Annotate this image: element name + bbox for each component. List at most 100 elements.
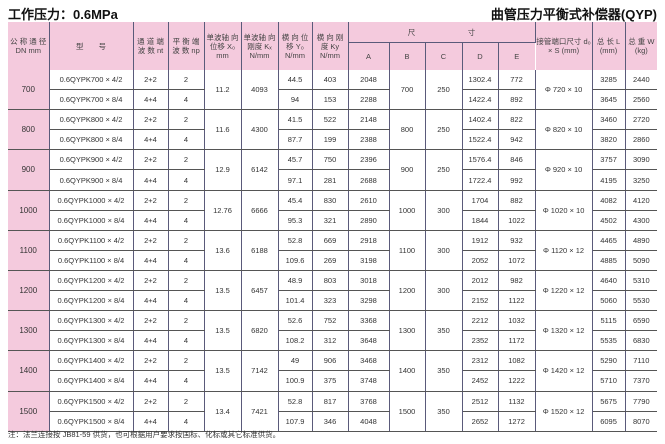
cell-e: 1082 — [498, 350, 536, 372]
cell-length: 4195 — [592, 169, 626, 191]
cell-pipe: Φ 1420 × 12 — [535, 350, 593, 392]
cell-length: 6095 — [592, 411, 626, 432]
cell-c: 250 — [425, 70, 463, 111]
cell-weight: 7110 — [625, 350, 658, 372]
cell-d: 1912 — [462, 230, 499, 251]
cell-nt: 4+4 — [133, 210, 169, 231]
cell-a: 2388 — [348, 129, 390, 151]
cell-np: 4 — [168, 290, 205, 312]
cell-a: 2288 — [348, 89, 390, 111]
cell-xo: 13.5 — [204, 350, 242, 392]
cell-c: 300 — [425, 270, 463, 312]
cell-ky: 346 — [312, 411, 349, 432]
cell-np: 2 — [168, 190, 205, 211]
header-size: 尺 寸 — [348, 22, 536, 43]
cell-np: 4 — [168, 129, 205, 151]
header-c: C — [425, 42, 463, 70]
cell-e: 1032 — [498, 310, 536, 332]
cell-ky: 906 — [312, 350, 349, 372]
cell-e: 992 — [498, 169, 536, 191]
cell-yo: 94 — [278, 89, 313, 111]
cell-kx: 7421 — [241, 391, 279, 432]
cell-b: 1400 — [389, 350, 426, 392]
cell-np: 2 — [168, 310, 205, 332]
cell-weight: 7790 — [625, 391, 658, 412]
cell-a: 3298 — [348, 290, 390, 312]
cell-np: 4 — [168, 250, 205, 271]
cell-e: 1072 — [498, 250, 536, 271]
cell-nt: 4+4 — [133, 330, 169, 352]
cell-a: 2610 — [348, 190, 390, 211]
table-row: 1100 0.6QYPK1100 × 4/2 2+2 2 13.6 6188 52.8 669… — [8, 230, 658, 271]
cell-length: 4082 — [592, 190, 626, 211]
cell-b: 1300 — [389, 310, 426, 352]
cell-e: 1022 — [498, 210, 536, 231]
cell-nt: 4+4 — [133, 250, 169, 271]
cell-yo: 107.9 — [278, 411, 313, 432]
cell-model: 0.6QYPK900 × 4/2 — [49, 149, 134, 171]
cell-nt: 2+2 — [133, 391, 169, 412]
cell-ky: 750 — [312, 149, 349, 171]
cell-ky: 269 — [312, 250, 349, 271]
cell-e: 1132 — [498, 391, 536, 412]
cell-weight: 3250 — [625, 169, 658, 191]
cell-model: 0.6QYPK1300 × 8/4 — [49, 330, 134, 352]
cell-ky: 199 — [312, 129, 349, 151]
cell-d: 2012 — [462, 270, 499, 292]
cell-xo: 11.6 — [204, 109, 242, 151]
cell-xo: 13.4 — [204, 391, 242, 432]
cell-yo: 101.4 — [278, 290, 313, 312]
cell-d: 1522.4 — [462, 129, 499, 151]
cell-yo: 48.9 — [278, 270, 313, 292]
cell-dn: 1300 — [8, 310, 50, 352]
cell-e: 882 — [498, 190, 536, 211]
cell-length: 4502 — [592, 210, 626, 231]
cell-e: 1122 — [498, 290, 536, 312]
cell-d: 2152 — [462, 290, 499, 312]
cell-d: 2652 — [462, 411, 499, 432]
cell-model: 0.6QYPK1400 × 4/2 — [49, 350, 134, 372]
cell-d: 2312 — [462, 350, 499, 372]
cell-ky: 321 — [312, 210, 349, 231]
cell-nt: 2+2 — [133, 109, 169, 131]
cell-b: 1100 — [389, 230, 426, 271]
cell-nt: 4+4 — [133, 169, 169, 191]
cell-c: 350 — [425, 310, 463, 352]
product-title: 曲管压力平衡式补偿器(QYP) — [490, 7, 657, 22]
cell-nt: 2+2 — [133, 190, 169, 211]
cell-kx: 4093 — [241, 70, 279, 111]
cell-kx: 6666 — [241, 190, 279, 231]
cell-ky: 752 — [312, 310, 349, 332]
cell-ky: 830 — [312, 190, 349, 211]
cell-np: 4 — [168, 330, 205, 352]
table-row: 0.6QYPK800 × 8/4 4+4 4 87.7 199 2388 1522.4 942… — [8, 129, 658, 151]
cell-yo: 97.1 — [278, 169, 313, 191]
cell-ky: 153 — [312, 89, 349, 111]
cell-model: 0.6QYPK1200 × 4/2 — [49, 270, 134, 292]
cell-length: 4885 — [592, 250, 626, 271]
cell-pipe: Φ 820 × 10 — [535, 109, 593, 151]
cell-yo: 109.6 — [278, 250, 313, 271]
cell-model: 0.6QYPK1100 × 8/4 — [49, 250, 134, 271]
cell-dn: 1000 — [8, 190, 50, 231]
cell-length: 5060 — [592, 290, 626, 312]
cell-model: 0.6QYPK1100 × 4/2 — [49, 230, 134, 251]
header-b: B — [389, 42, 426, 70]
cell-ky: 803 — [312, 270, 349, 292]
cell-weight: 4120 — [625, 190, 658, 211]
cell-np: 4 — [168, 89, 205, 111]
cell-dn: 800 — [8, 109, 50, 151]
cell-length: 4640 — [592, 270, 626, 292]
cell-np: 2 — [168, 109, 205, 131]
table-row: 0.6QYPK1000 × 8/4 4+4 4 95.3 321 2890 1844 1022… — [8, 210, 658, 231]
cell-yo: 100.9 — [278, 370, 313, 392]
cell-yo: 45.7 — [278, 149, 313, 171]
cell-weight: 5310 — [625, 270, 658, 292]
cell-nt: 2+2 — [133, 230, 169, 251]
cell-np: 4 — [168, 210, 205, 231]
cell-weight: 2860 — [625, 129, 658, 151]
cell-model: 0.6QYPK1500 × 4/2 — [49, 391, 134, 412]
table-row: 1500 0.6QYPK1500 × 4/2 2+2 2 13.4 7421 52.8 817… — [8, 391, 658, 432]
cell-np: 4 — [168, 169, 205, 191]
cell-d: 1302.4 — [462, 70, 499, 91]
